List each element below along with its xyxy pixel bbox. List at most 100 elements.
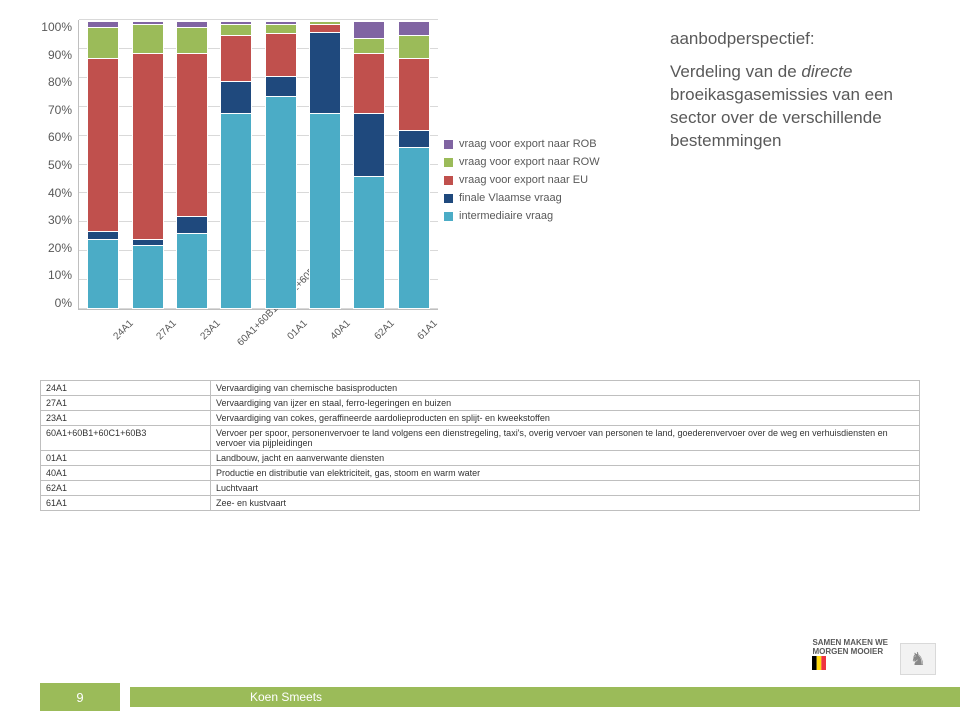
legend-label: vraag voor export naar ROW [459,156,600,168]
side-line2: Verdeling van de directe broeikasgasemis… [670,61,920,153]
y-tick: 90% [48,48,72,62]
bar-segment-rob [399,21,429,35]
bar-segment-row [88,27,118,59]
code-cell: 01A1 [41,451,211,466]
bar-segment-eu [177,53,207,217]
y-tick: 100% [41,20,72,34]
y-axis: 100%90%80%70%60%50%40%30%20%10%0% [40,20,78,310]
footer-bar: 9 Koen Smeets [0,679,960,715]
bar-segment-rob [354,21,384,38]
x-tick: 62A1 [366,318,396,348]
bar [132,20,164,309]
legend-label: intermediaire vraag [459,210,553,222]
footer-logos: SAMEN MAKEN WE MORGEN MOOIER ♞ [812,639,936,675]
bar-segment-finale [221,81,251,113]
x-tick: 23A1 [192,318,222,348]
bar-segment-row [177,27,207,53]
bar-segment-row [266,24,296,33]
bar-segment-intermediaire [177,233,207,308]
legend-item: intermediaire vraag [444,210,600,222]
table-row: 27A1Vervaardiging van ijzer en staal, fe… [41,396,920,411]
bar-segment-eu [399,58,429,130]
bar-segment-intermediaire [221,113,251,308]
bar-segment-intermediaire [133,245,163,308]
side-line2-a: Verdeling van de [670,62,801,81]
bar-segment-intermediaire [354,176,384,308]
bar [220,20,252,309]
code-cell: 23A1 [41,411,211,426]
code-cell: 24A1 [41,381,211,396]
x-tick: 27A1 [149,318,179,348]
bar [176,20,208,309]
side-line2-c: broeikasgasemissies van een sector over … [670,85,893,150]
lion-emblem-icon: ♞ [900,643,936,675]
legend-item: vraag voor export naar ROW [444,156,600,168]
legend-swatch [444,194,453,203]
table-row: 60A1+60B1+60C1+60B3Vervoer per spoor, pe… [41,426,920,451]
y-tick: 30% [48,213,72,227]
y-tick: 10% [48,268,72,282]
desc-cell: Vervaardiging van ijzer en staal, ferro-… [211,396,920,411]
desc-cell: Vervaardiging van cokes, geraffineerde a… [211,411,920,426]
code-cell: 60A1+60B1+60C1+60B3 [41,426,211,451]
bar-segment-row [133,24,163,53]
x-axis: 24A127A123A160A1+60B1+60C1+60B301A140A16… [84,314,444,325]
bar-segment-finale [310,32,340,112]
y-tick: 80% [48,75,72,89]
bar-segment-eu [354,53,384,113]
bar-segment-row [399,35,429,58]
y-tick: 0% [55,296,72,310]
bar-segment-eu [310,24,340,33]
legend-item: vraag voor export naar ROB [444,138,600,150]
legend-item: finale Vlaamse vraag [444,192,600,204]
bar [87,20,119,309]
chart-with-legend: 100%90%80%70%60%50%40%30%20%10%0% 24A127… [40,20,650,340]
author-bar: Koen Smeets [130,687,960,707]
slogan-l2: MORGEN MOOIER [812,648,888,656]
bar-segment-intermediaire [310,113,340,308]
bar-segment-intermediaire [399,147,429,308]
side-line1: aanbodperspectief: [670,28,920,51]
table-row: 23A1Vervaardiging van cokes, geraffineer… [41,411,920,426]
bar [353,20,385,309]
bar-segment-row [221,24,251,35]
legend-item: vraag voor export naar EU [444,174,600,186]
desc-cell: Zee- en kustvaart [211,496,920,511]
chart-area: 100%90%80%70%60%50%40%30%20%10%0% 24A127… [40,20,438,340]
legend: vraag voor export naar ROB vraag voor exp… [438,20,600,340]
x-tick: 60A1+60B1+60C1+60B3 [236,318,266,348]
legend-label: vraag voor export naar EU [459,174,588,186]
desc-cell: Luchtvaart [211,481,920,496]
bar-segment-finale [354,113,384,176]
bar-segment-finale [88,231,118,240]
bar-segment-eu [88,58,118,230]
table-row: 40A1Productie en distributie van elektri… [41,466,920,481]
legend-label: vraag voor export naar ROB [459,138,597,150]
bar-segment-eu [133,53,163,240]
desc-cell: Vervoer per spoor, personenvervoer te la… [211,426,920,451]
bar-segment-finale [399,130,429,147]
legend-swatch [444,176,453,185]
code-cell: 61A1 [41,496,211,511]
flag-icon [812,656,826,670]
x-tick: 61A1 [410,318,440,348]
desc-cell: Vervaardiging van chemische basisproduct… [211,381,920,396]
side-line2-b: directe [801,62,852,81]
bar-segment-eu [221,35,251,81]
table-row: 62A1Luchtvaart [41,481,920,496]
bar-segment-intermediaire [88,239,118,308]
bar-segment-row [354,38,384,52]
y-tick: 40% [48,186,72,200]
x-tick: 24A1 [105,318,135,348]
definitions-table: 24A1Vervaardiging van chemische basispro… [40,380,920,511]
y-tick: 60% [48,130,72,144]
code-cell: 62A1 [41,481,211,496]
side-description: aanbodperspectief: Verdeling van de dire… [670,20,920,340]
table-row: 01A1Landbouw, jacht en aanverwante diens… [41,451,920,466]
bar [265,20,297,309]
bar [398,20,430,309]
desc-cell: Productie en distributie van elektricite… [211,466,920,481]
x-tick: 40A1 [323,318,353,348]
legend-label: finale Vlaamse vraag [459,192,562,204]
legend-swatch [444,158,453,167]
